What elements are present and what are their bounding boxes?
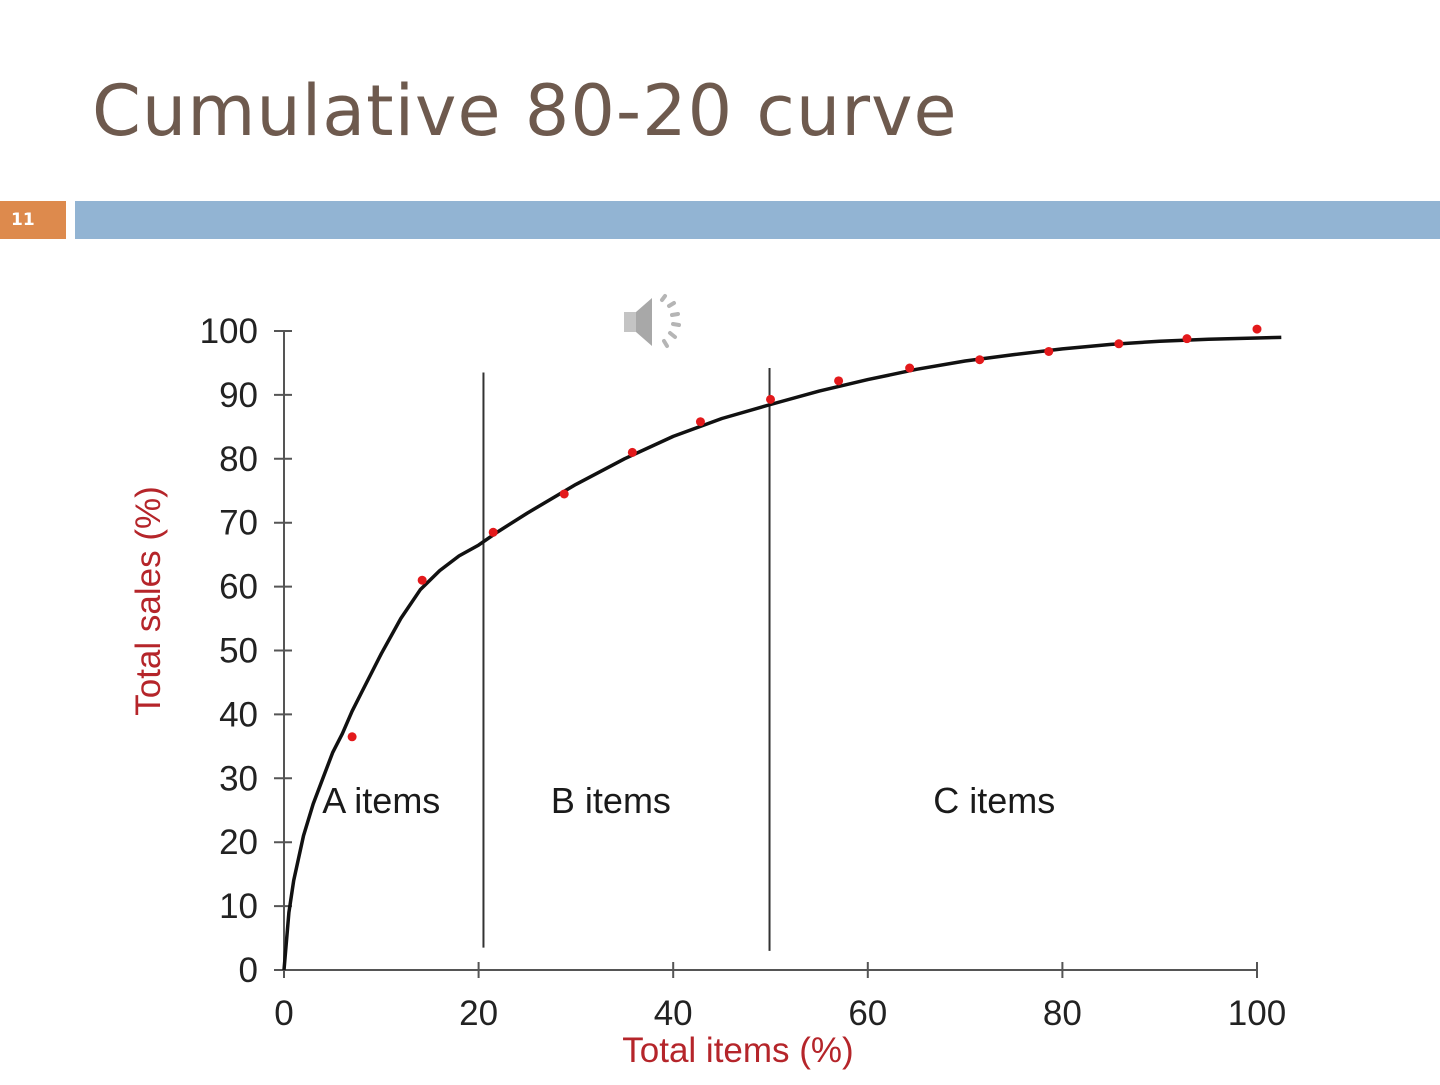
y-tick-label: 60 xyxy=(219,568,258,607)
data-point xyxy=(1114,339,1124,349)
x-tick-label: 40 xyxy=(654,994,693,1033)
y-tick-label: 70 xyxy=(219,504,258,543)
x-axis-label: Total items (%) xyxy=(622,1031,853,1070)
annotation-label: A items xyxy=(322,780,440,821)
data-point xyxy=(1044,346,1054,356)
data-point xyxy=(834,376,844,386)
slide-title: Cumulative 80-20 curve xyxy=(92,70,958,152)
data-point xyxy=(1252,324,1262,334)
y-axis-label: Total sales (%) xyxy=(129,486,168,716)
y-tick-label: 80 xyxy=(219,440,258,479)
y-tick-label: 0 xyxy=(239,951,258,990)
x-tick-label: 20 xyxy=(459,994,498,1033)
chart-curves xyxy=(282,335,1282,971)
chart-axes xyxy=(274,330,1258,978)
y-tick-label: 100 xyxy=(200,312,258,351)
data-point xyxy=(1182,334,1192,344)
y-tick-label: 50 xyxy=(219,632,258,671)
chart-dividers xyxy=(482,368,771,951)
y-tick-label: 90 xyxy=(219,376,258,415)
speaker-icon[interactable] xyxy=(618,290,694,354)
x-tick-label: 0 xyxy=(274,994,293,1033)
slide-number: 11 xyxy=(0,201,66,239)
y-tick-label: 20 xyxy=(219,823,258,862)
y-tick-label: 30 xyxy=(219,759,258,798)
data-point xyxy=(695,417,705,427)
title-rule-bar xyxy=(75,201,1440,239)
data-point xyxy=(488,527,498,537)
y-tick-label: 40 xyxy=(219,695,258,734)
data-point xyxy=(766,394,775,404)
data-point xyxy=(347,732,357,742)
data-point xyxy=(627,447,637,457)
x-tick-label: 60 xyxy=(848,994,887,1033)
data-point xyxy=(559,489,569,499)
data-point xyxy=(975,355,985,365)
x-tick-label: 80 xyxy=(1043,994,1082,1033)
fitted-curve xyxy=(282,335,1282,971)
annotation-label: C items xyxy=(933,780,1055,821)
chart-labels: 0 10 20 30 40 50 60 70 80 90 100 0 20 40 60 80 100 Total … xyxy=(129,312,1286,1070)
chart-points xyxy=(347,324,1262,742)
y-tick-label: 10 xyxy=(219,887,258,926)
x-tick-label: 100 xyxy=(1228,994,1286,1033)
data-point xyxy=(905,363,915,373)
annotation-label: B items xyxy=(551,780,671,821)
data-point xyxy=(417,575,427,585)
